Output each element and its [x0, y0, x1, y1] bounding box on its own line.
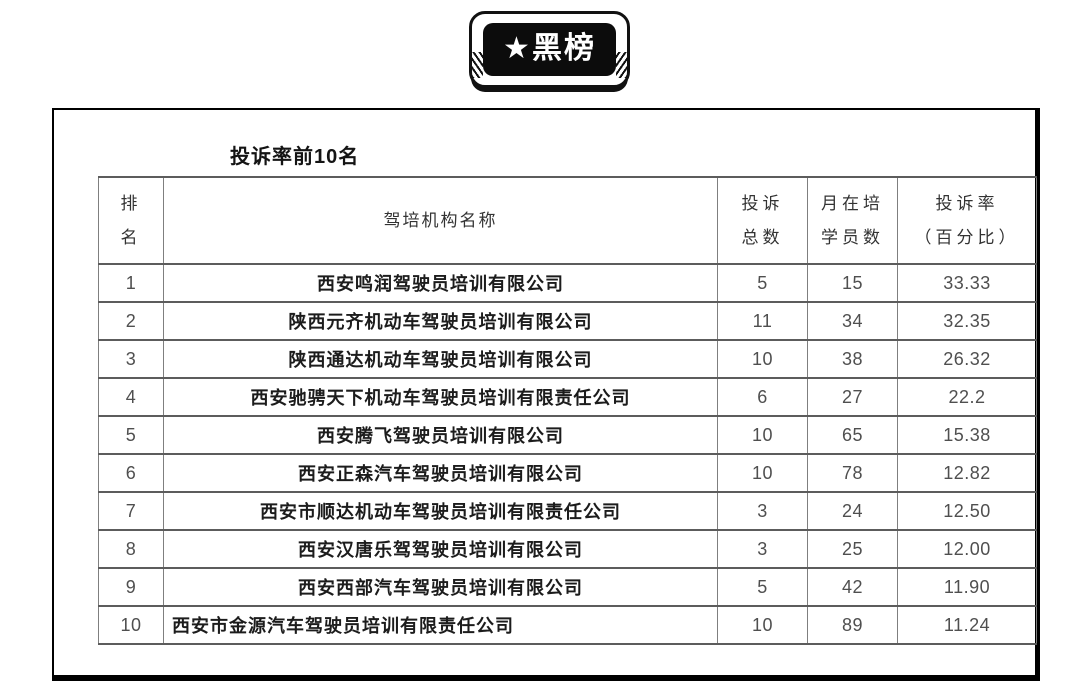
cell-rank: 1: [98, 264, 164, 303]
table-row: 9 西安西部汽车驾驶员培训有限公司 5 42 11.90: [98, 568, 1037, 607]
cell-monthly-students: 27: [807, 378, 898, 417]
cell-total-complaints: 5: [717, 264, 808, 303]
cell-school-name: 西安市顺达机动车驾驶员培训有限责任公司: [163, 492, 718, 531]
cell-complaint-rate: 26.32: [897, 340, 1037, 379]
badge-hatch-right-decoration: [615, 52, 627, 78]
cell-monthly-students: 34: [807, 302, 898, 341]
column-header-total-complaints: 投诉 总数: [717, 177, 808, 265]
cell-complaint-rate: 12.50: [897, 492, 1037, 531]
cell-total-complaints: 11: [717, 302, 808, 341]
cell-complaint-rate: 32.35: [897, 302, 1037, 341]
column-header-rank: 排 名: [98, 177, 164, 265]
cell-rank: 4: [98, 378, 164, 417]
table-title: 投诉率前10名: [230, 146, 360, 168]
cell-monthly-students: 15: [807, 264, 898, 303]
cell-school-name: 西安正森汽车驾驶员培训有限公司: [163, 454, 718, 493]
cell-total-complaints: 10: [717, 454, 808, 493]
cell-complaint-rate: 12.00: [897, 530, 1037, 569]
table-row: 6 西安正森汽车驾驶员培训有限公司 10 78 12.82: [98, 454, 1037, 493]
cell-monthly-students: 42: [807, 568, 898, 607]
table-row: 4 西安驰骋天下机动车驾驶员培训有限责任公司 6 27 22.2: [98, 378, 1037, 417]
cell-total-complaints: 5: [717, 568, 808, 607]
table-row: 2 陕西元齐机动车驾驶员培训有限公司 11 34 32.35: [98, 302, 1037, 341]
cell-monthly-students: 89: [807, 606, 898, 645]
badge-frame: ★黑榜: [469, 11, 630, 88]
cell-school-name: 陕西通达机动车驾驶员培训有限公司: [163, 340, 718, 379]
cell-rank: 8: [98, 530, 164, 569]
cell-rank: 9: [98, 568, 164, 607]
cell-monthly-students: 78: [807, 454, 898, 493]
cell-school-name: 西安腾飞驾驶员培训有限公司: [163, 416, 718, 455]
cell-monthly-students: 24: [807, 492, 898, 531]
cell-total-complaints: 10: [717, 340, 808, 379]
cell-school-name: 西安驰骋天下机动车驾驶员培训有限责任公司: [163, 378, 718, 417]
cell-rank: 3: [98, 340, 164, 379]
cell-monthly-students: 25: [807, 530, 898, 569]
badge-hatch-left-decoration: [472, 52, 484, 78]
document-box: 投诉率前10名 排 名 驾培机构名称 投诉 总数 月在培 学员数 投诉率 （百分…: [52, 108, 1040, 681]
table-row: 10 西安市金源汽车驾驶员培训有限责任公司 10 89 11.24: [98, 606, 1037, 645]
cell-rank: 5: [98, 416, 164, 455]
cell-total-complaints: 10: [717, 606, 808, 645]
cell-school-name: 西安西部汽车驾驶员培训有限公司: [163, 568, 718, 607]
cell-complaint-rate: 22.2: [897, 378, 1037, 417]
cell-complaint-rate: 11.90: [897, 568, 1037, 607]
table-row: 5 西安腾飞驾驶员培训有限公司 10 65 15.38: [98, 416, 1037, 455]
cell-school-name: 西安鸣润驾驶员培训有限公司: [163, 264, 718, 303]
cell-rank: 2: [98, 302, 164, 341]
cell-rank: 7: [98, 492, 164, 531]
table-header-row: 排 名 驾培机构名称 投诉 总数 月在培 学员数 投诉率 （百分比）: [98, 177, 1037, 265]
column-header-monthly-students: 月在培 学员数: [807, 177, 898, 265]
cell-total-complaints: 10: [717, 416, 808, 455]
cell-total-complaints: 6: [717, 378, 808, 417]
blacklist-badge: ★黑榜: [0, 11, 1075, 88]
column-header-school-name: 驾培机构名称: [163, 177, 718, 265]
cell-rank: 6: [98, 454, 164, 493]
cell-complaint-rate: 12.82: [897, 454, 1037, 493]
cell-monthly-students: 65: [807, 416, 898, 455]
cell-total-complaints: 3: [717, 530, 808, 569]
cell-school-name: 西安市金源汽车驾驶员培训有限责任公司: [163, 606, 718, 645]
table-row: 7 西安市顺达机动车驾驶员培训有限责任公司 3 24 12.50: [98, 492, 1037, 531]
table-row: 3 陕西通达机动车驾驶员培训有限公司 10 38 26.32: [98, 340, 1037, 379]
cell-rank: 10: [98, 606, 164, 645]
cell-total-complaints: 3: [717, 492, 808, 531]
complaint-rate-table: 排 名 驾培机构名称 投诉 总数 月在培 学员数 投诉率 （百分比） 1 西安鸣…: [98, 176, 1037, 645]
cell-school-name: 陕西元齐机动车驾驶员培训有限公司: [163, 302, 718, 341]
cell-complaint-rate: 33.33: [897, 264, 1037, 303]
cell-complaint-rate: 11.24: [897, 606, 1037, 645]
table-row: 1 西安鸣润驾驶员培训有限公司 5 15 33.33: [98, 264, 1037, 303]
table-row: 8 西安汉唐乐驾驾驶员培训有限公司 3 25 12.00: [98, 530, 1037, 569]
cell-school-name: 西安汉唐乐驾驾驶员培训有限公司: [163, 530, 718, 569]
blacklist-badge-label: ★黑榜: [483, 23, 616, 76]
cell-monthly-students: 38: [807, 340, 898, 379]
column-header-complaint-rate: 投诉率 （百分比）: [897, 177, 1037, 265]
cell-complaint-rate: 15.38: [897, 416, 1037, 455]
